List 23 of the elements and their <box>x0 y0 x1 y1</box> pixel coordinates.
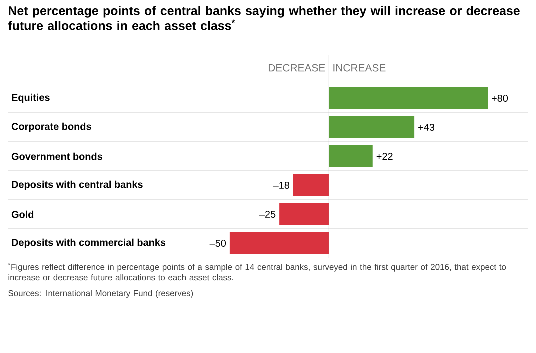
bar <box>293 174 330 197</box>
y-tick-label: Equities <box>12 94 50 104</box>
bar <box>280 204 330 226</box>
bar <box>230 232 330 254</box>
data-label: +22 <box>376 153 393 160</box>
y-tick-label: Government bonds <box>12 152 102 160</box>
data-label: –50 <box>210 240 226 248</box>
data-label: –25 <box>259 210 276 218</box>
annotation: DECREASE <box>268 64 326 72</box>
bar <box>329 116 415 139</box>
chart-title: Net percentage points of central banks saying whether they will increase or decrease future allocations in each asset class$^{*}$ <box>8 6 520 30</box>
y-tick-label: Deposits with central banks <box>12 180 143 190</box>
y-tick-label: Gold <box>12 210 34 218</box>
data-label: +43 <box>418 124 435 132</box>
y-tick-label: Deposits with commercial banks <box>12 238 166 248</box>
y-tick-label: Corporate bonds <box>12 122 92 132</box>
text: $^{*}$Figures reflect difference in percentage points of a sample of 14 central banks, surveyed in the first quarter of 2016, that expect to increase or decrease future allocations to each asset class. <box>8 263 506 281</box>
source-note: Sources: International Monetary Fund (reserves) <box>8 290 194 298</box>
data-label: –18 <box>273 182 290 190</box>
annotation: INCREASE <box>334 64 386 72</box>
bar <box>329 146 373 168</box>
bar <box>329 88 488 110</box>
data-label: +80 <box>492 94 508 102</box>
